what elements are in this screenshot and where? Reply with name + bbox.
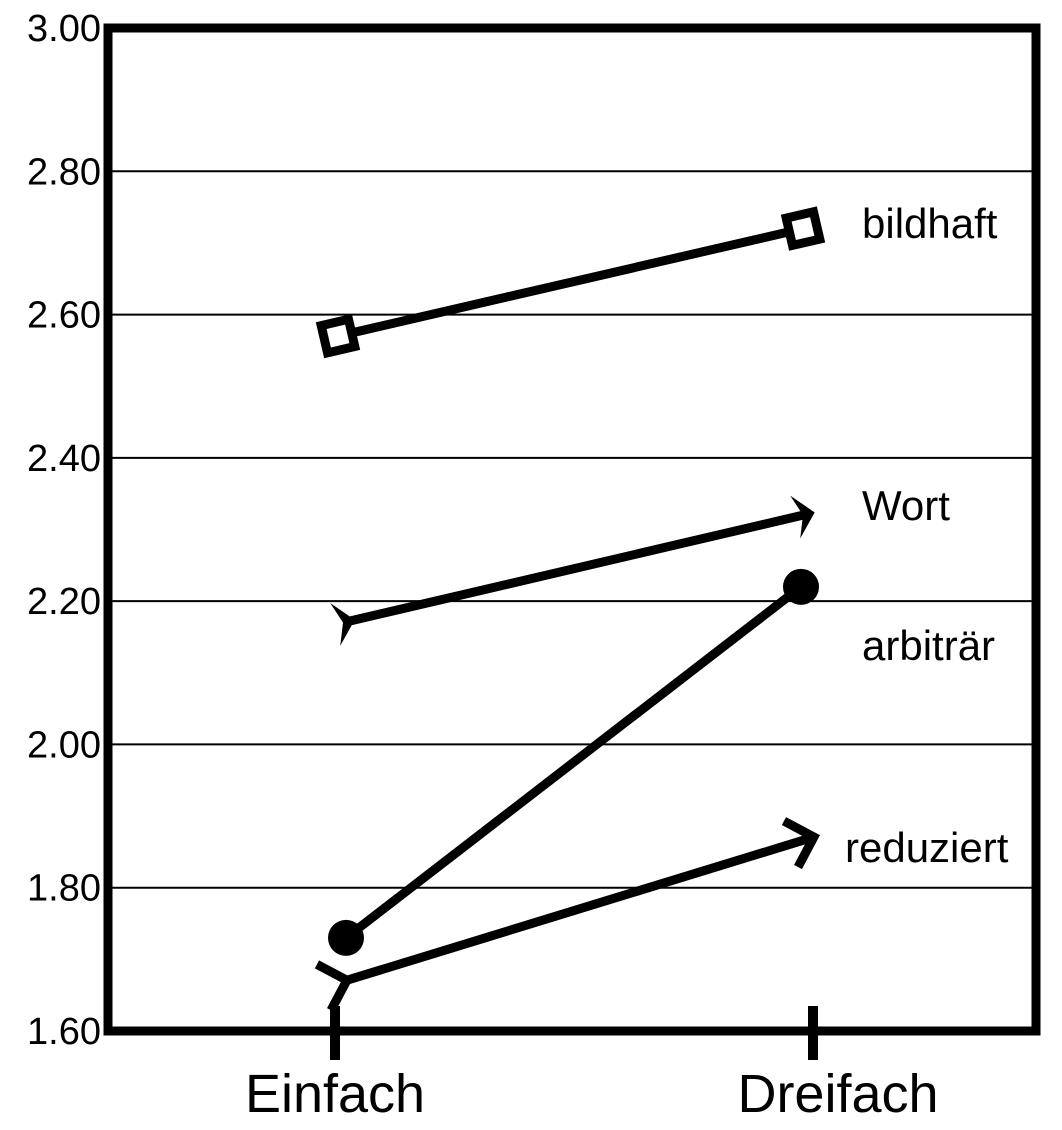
chevron-marker xyxy=(781,817,820,870)
y-tick-label: 2.60 xyxy=(27,295,101,337)
square-marker xyxy=(315,313,361,359)
y-tick-label: 1.80 xyxy=(27,868,101,910)
marker-shape xyxy=(781,817,820,870)
y-tick-label: 2.20 xyxy=(27,581,101,623)
y-tick-label: 3.00 xyxy=(27,8,101,50)
series-label: reduziert xyxy=(845,824,1009,871)
series-lines xyxy=(314,206,826,1013)
arrowhead-marker xyxy=(790,495,815,539)
series-line xyxy=(343,833,814,986)
series-line xyxy=(336,224,805,341)
x-tick-label: Dreifach xyxy=(737,1064,938,1124)
plot-frame xyxy=(103,23,1041,1036)
square-marker xyxy=(780,206,826,251)
series-label: bildhaft xyxy=(862,200,998,247)
marker-shape xyxy=(790,495,815,539)
marker-shape xyxy=(314,960,353,1013)
series-label: arbiträr xyxy=(862,622,995,669)
gridlines xyxy=(108,170,1036,889)
series-label: Wort xyxy=(862,482,950,529)
series-labels: bildhaft Wort arbiträr reduziert xyxy=(845,200,1009,871)
series-line xyxy=(341,510,805,628)
y-tick-label: 2.40 xyxy=(27,438,101,480)
circle-marker xyxy=(783,568,819,605)
x-axis-ticks: Einfach Dreifach xyxy=(245,1006,939,1124)
y-tick-label: 2.00 xyxy=(27,724,101,766)
chevron-marker xyxy=(314,960,353,1013)
y-axis-ticks: 1.60 1.80 2.00 2.20 2.40 2.60 2.80 3.00 xyxy=(27,8,101,1053)
marker-shape xyxy=(330,603,355,646)
circle-marker xyxy=(328,919,364,956)
marker-shape xyxy=(315,313,361,359)
arrowhead-marker xyxy=(330,603,355,646)
x-tick-label: Einfach xyxy=(245,1064,425,1124)
y-tick-label: 2.80 xyxy=(27,151,101,193)
y-tick-label: 1.60 xyxy=(27,1011,101,1053)
marker-shape xyxy=(780,206,826,251)
series-line xyxy=(343,583,804,942)
